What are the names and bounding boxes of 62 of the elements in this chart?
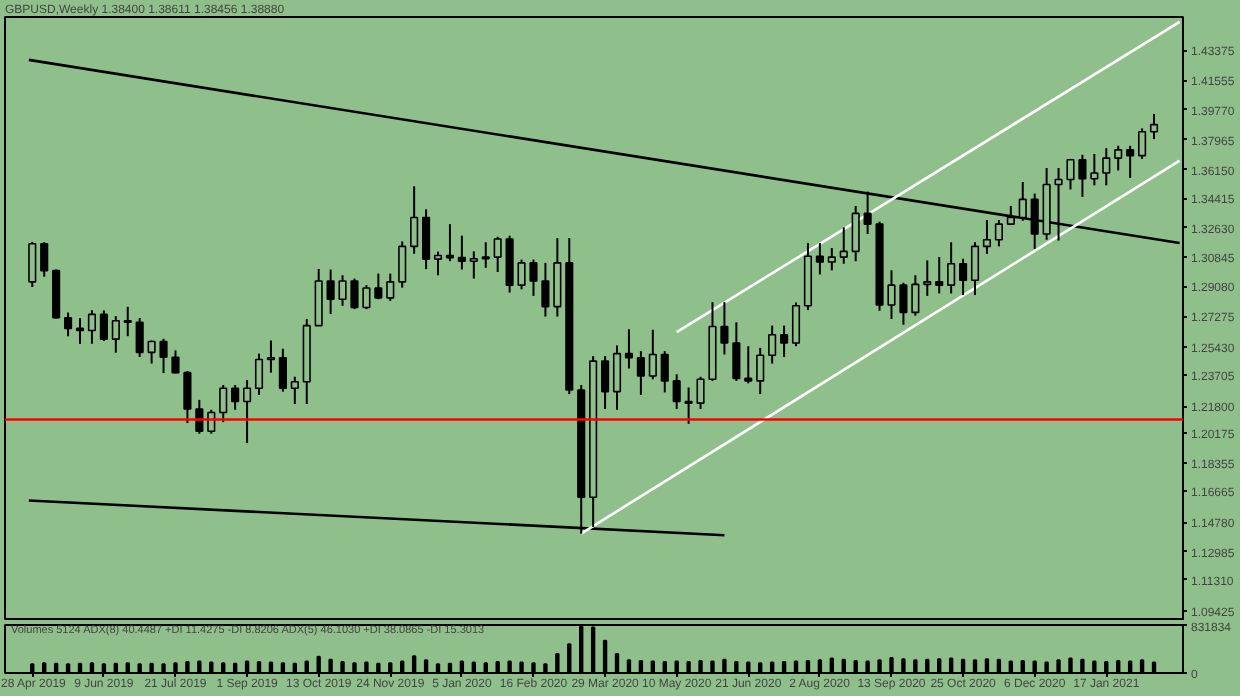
candlestick (1114, 144, 1123, 172)
candlestick (123, 305, 132, 338)
candlestick (768, 324, 777, 365)
candlestick (744, 345, 753, 385)
candlestick (839, 226, 848, 265)
candlestick (266, 339, 276, 374)
candlestick (624, 328, 634, 370)
candlestick (433, 250, 443, 277)
candlestick (827, 247, 836, 272)
candlestick (386, 272, 395, 302)
candlestick (1149, 112, 1159, 141)
candlestick (851, 204, 860, 263)
candlestick (111, 315, 120, 354)
candlestick (935, 256, 944, 295)
candlestick (374, 272, 383, 301)
candlestick (243, 379, 252, 445)
candlestick (493, 235, 502, 273)
candlestick (481, 241, 490, 269)
candlestick (52, 268, 61, 320)
candlestick (1006, 204, 1015, 226)
candlestick (457, 234, 466, 271)
candlestick (994, 218, 1003, 248)
candlestick (99, 309, 108, 342)
candlestick (219, 384, 228, 424)
candlestick (410, 185, 419, 255)
candlestick (732, 321, 741, 382)
candlestick (87, 309, 97, 345)
candlestick (959, 257, 968, 297)
candlestick (278, 347, 287, 393)
candlestick (553, 237, 562, 318)
candlestick (469, 250, 478, 280)
candlestick (923, 259, 932, 297)
candlestick (970, 241, 980, 297)
candlestick (314, 268, 323, 327)
candlestick (648, 328, 657, 381)
candlestick (1126, 144, 1135, 179)
candlestick (1138, 127, 1147, 160)
candlestick (636, 350, 645, 396)
candlestick (135, 317, 144, 358)
candlestick (254, 352, 264, 396)
candlestick (780, 324, 789, 358)
candlestick (1018, 181, 1027, 222)
candlestick (231, 384, 240, 411)
candlestick (1102, 147, 1111, 187)
candlestick (422, 208, 431, 271)
candlestick (601, 355, 610, 410)
candlestick (40, 241, 49, 278)
candlestick (756, 346, 765, 396)
candlestick (290, 375, 299, 405)
candlestick (612, 344, 622, 411)
candlestick (911, 274, 920, 317)
candlestick (672, 373, 681, 410)
candlestick (815, 242, 824, 276)
candlestick (28, 240, 37, 288)
candlestick (64, 311, 73, 338)
candlestick (791, 301, 801, 348)
candlestick (398, 240, 407, 289)
candlestick (947, 241, 956, 295)
candlestick (982, 218, 992, 255)
candlestick (660, 350, 669, 394)
candlestick (863, 190, 872, 236)
candlestick (541, 261, 550, 318)
